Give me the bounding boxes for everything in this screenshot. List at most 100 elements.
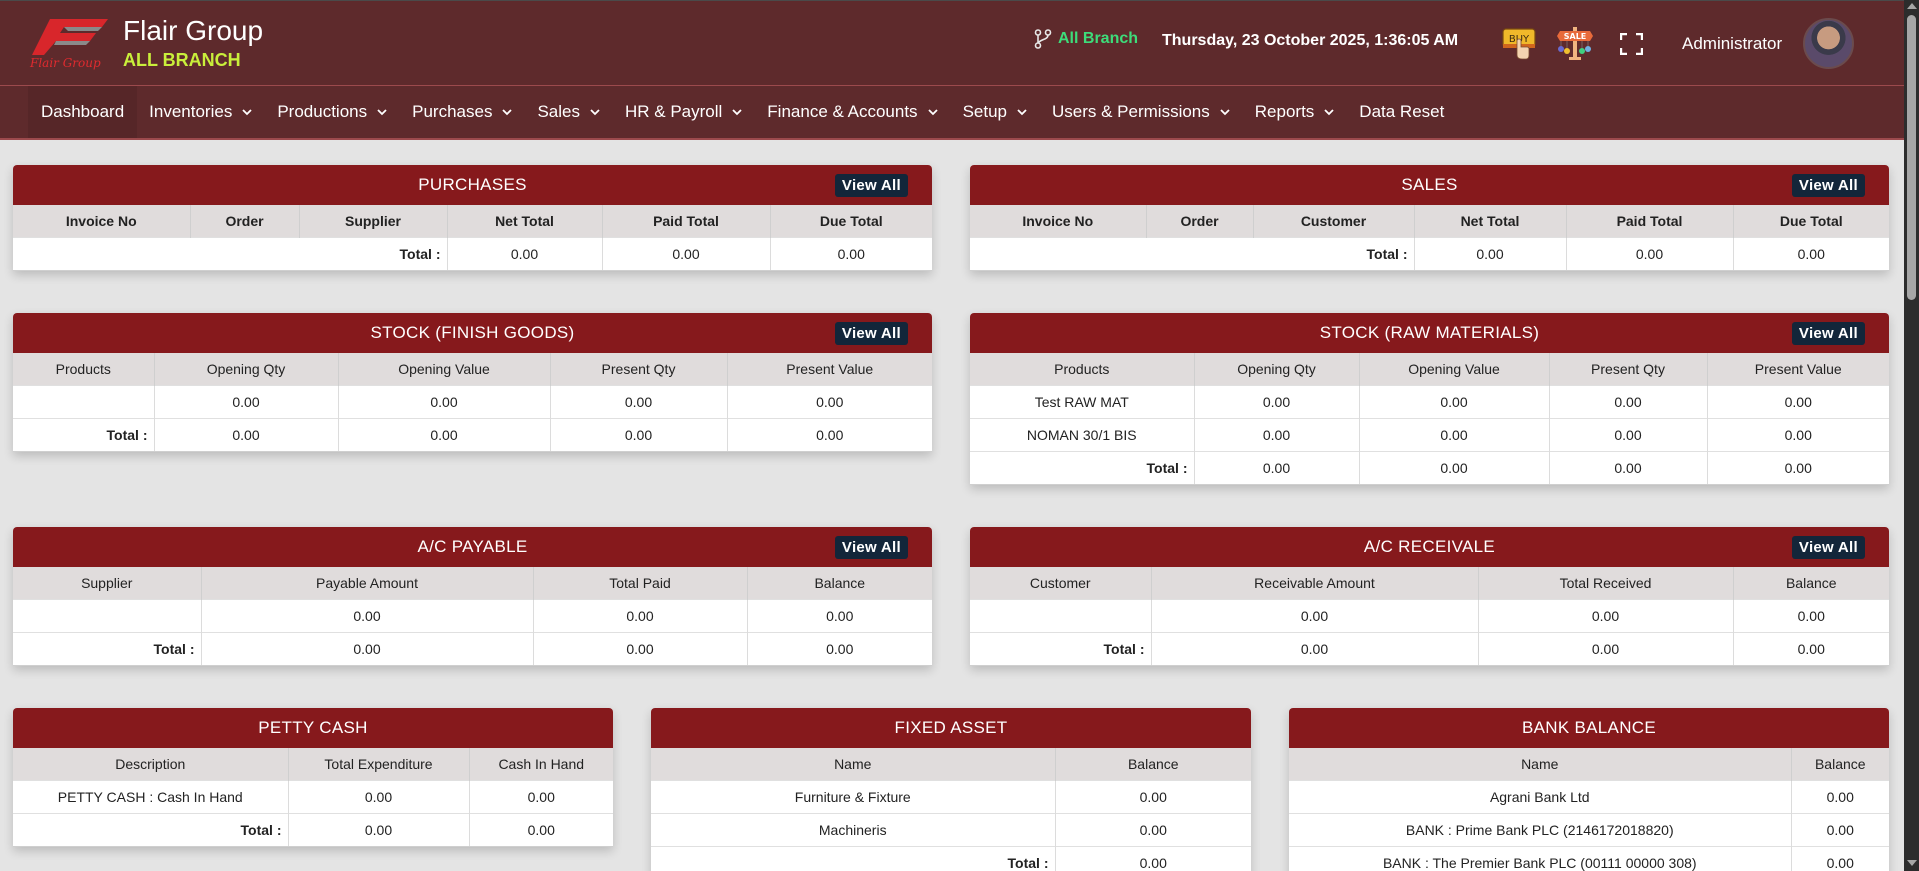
sale-icon[interactable]: SALE bbox=[1555, 25, 1595, 61]
column-header[interactable]: Total Received bbox=[1478, 567, 1734, 599]
fullscreen-icon[interactable] bbox=[1620, 33, 1643, 55]
svg-text:Flair Group: Flair Group bbox=[29, 56, 101, 70]
branch-selector[interactable]: All Branch bbox=[1034, 29, 1138, 49]
opening-value-cell: 0.00 bbox=[1359, 417, 1550, 451]
view-all-button[interactable]: View All bbox=[834, 536, 908, 559]
product-cell: NOMAN 30/1 BIS bbox=[970, 417, 1195, 451]
total-value: 0.00 bbox=[288, 812, 470, 846]
column-header[interactable]: Present Value bbox=[1707, 353, 1889, 385]
nav-hr-payroll[interactable]: HR & Payroll bbox=[613, 86, 755, 138]
balance-cell: 0.00 bbox=[1791, 779, 1889, 813]
column-header[interactable]: Due Total bbox=[1733, 205, 1889, 237]
view-all-button[interactable]: View All bbox=[834, 322, 908, 345]
nav-inventories[interactable]: Inventories bbox=[137, 86, 265, 138]
nav-purchases[interactable]: Purchases bbox=[400, 86, 525, 138]
column-header[interactable]: Opening Value bbox=[338, 353, 551, 385]
nav-productions[interactable]: Productions bbox=[265, 86, 400, 138]
user-avatar[interactable] bbox=[1803, 18, 1854, 69]
column-header[interactable]: Opening Qty bbox=[1194, 353, 1360, 385]
column-header[interactable]: Invoice No bbox=[970, 205, 1147, 237]
total-row: Total : 0.00 0.00 0.00 0.00 bbox=[970, 450, 1889, 484]
column-header[interactable]: Present Value bbox=[727, 353, 932, 385]
column-header[interactable]: Paid Total bbox=[602, 205, 771, 237]
column-header[interactable]: Due Total bbox=[770, 205, 932, 237]
scrollbar-thumb[interactable] bbox=[1907, 15, 1916, 300]
table-row: Furniture & Fixture 0.00 bbox=[651, 779, 1251, 813]
nav-reports[interactable]: Reports bbox=[1243, 86, 1348, 138]
user-name[interactable]: Administrator bbox=[1682, 34, 1783, 53]
column-header[interactable]: Customer bbox=[1253, 205, 1415, 237]
column-header[interactable]: Invoice No bbox=[13, 205, 191, 237]
total-received-cell: 0.00 bbox=[1478, 598, 1734, 632]
total-row: Total : 0.00 bbox=[651, 845, 1251, 871]
column-header[interactable]: Present Qty bbox=[550, 353, 728, 385]
column-header[interactable]: Total Expenditure bbox=[288, 748, 470, 780]
card-header: SALES View All bbox=[970, 165, 1889, 205]
column-header[interactable]: Opening Value bbox=[1359, 353, 1550, 385]
column-header[interactable]: Products bbox=[970, 353, 1195, 385]
page-scrollbar[interactable] bbox=[1904, 0, 1919, 871]
paid-total-value: 0.00 bbox=[602, 236, 771, 270]
nav-setup[interactable]: Setup bbox=[951, 86, 1040, 138]
column-header[interactable]: Order bbox=[190, 205, 300, 237]
total-label: Total : bbox=[13, 417, 155, 451]
total-label: Total : bbox=[13, 812, 289, 846]
chevron-down-icon bbox=[1220, 109, 1230, 116]
view-all-button[interactable]: View All bbox=[834, 174, 908, 197]
nav-dashboard[interactable]: Dashboard bbox=[28, 86, 138, 138]
column-header[interactable]: Name bbox=[1289, 748, 1792, 780]
card-title: FIXED ASSET bbox=[894, 718, 1008, 737]
buy-icon[interactable]: BUY bbox=[1502, 27, 1538, 61]
nav-users-permissions[interactable]: Users & Permissions bbox=[1040, 86, 1243, 138]
column-header[interactable]: Payable Amount bbox=[201, 567, 534, 599]
top-header: Flair Group Flair Group ALL BRANCH All B… bbox=[0, 0, 1904, 86]
opening-qty-cell: 0.00 bbox=[1194, 384, 1360, 418]
chevron-down-icon bbox=[732, 109, 742, 116]
column-header[interactable]: Supplier bbox=[299, 205, 448, 237]
column-header[interactable]: Balance bbox=[747, 567, 932, 599]
total-row: Total : 0.00 0.00 0.00 bbox=[13, 631, 932, 665]
present-qty-cell: 0.00 bbox=[1549, 417, 1708, 451]
view-all-button[interactable]: View All bbox=[1791, 174, 1865, 197]
table-row: Machineris 0.00 bbox=[651, 812, 1251, 846]
flair-group-logo[interactable]: Flair Group bbox=[28, 15, 110, 71]
total-value: 0.00 bbox=[533, 631, 748, 665]
total-value: 0.00 bbox=[1151, 631, 1479, 665]
column-header[interactable]: Description bbox=[13, 748, 289, 780]
bank-balance-card: BANK BALANCE Name Balance Agrani Bank Lt… bbox=[1289, 708, 1889, 871]
column-header[interactable]: Total Paid bbox=[533, 567, 748, 599]
table-row: 0.00 0.00 0.00 bbox=[970, 598, 1889, 632]
view-all-button[interactable]: View All bbox=[1791, 536, 1865, 559]
column-header[interactable]: Present Qty bbox=[1549, 353, 1708, 385]
view-all-button[interactable]: View All bbox=[1791, 322, 1865, 345]
column-header[interactable]: Customer bbox=[970, 567, 1152, 599]
current-datetime: Thursday, 23 October 2025, 1:36:05 AM bbox=[1162, 32, 1459, 49]
table-row: 0.00 0.00 0.00 0.00 bbox=[13, 384, 932, 418]
receivable-amount-cell: 0.00 bbox=[1151, 598, 1479, 632]
opening-value-cell: 0.00 bbox=[338, 384, 551, 418]
column-header[interactable]: Net Total bbox=[447, 205, 603, 237]
column-header[interactable]: Net Total bbox=[1414, 205, 1567, 237]
column-header[interactable]: Supplier bbox=[13, 567, 202, 599]
column-header[interactable]: Receivable Amount bbox=[1151, 567, 1479, 599]
column-header[interactable]: Balance bbox=[1791, 748, 1889, 780]
nav-finance-accounts[interactable]: Finance & Accounts bbox=[755, 86, 950, 138]
column-header[interactable]: Opening Qty bbox=[154, 353, 339, 385]
column-header[interactable]: Products bbox=[13, 353, 155, 385]
chevron-down-icon bbox=[1017, 109, 1027, 116]
total-label: Total : bbox=[651, 845, 1056, 871]
column-header[interactable]: Balance bbox=[1055, 748, 1251, 780]
scroll-up-arrow-icon[interactable] bbox=[1907, 3, 1917, 9]
column-header[interactable]: Order bbox=[1146, 205, 1254, 237]
nav-data-reset[interactable]: Data Reset bbox=[1359, 102, 1445, 121]
card-header: FIXED ASSET bbox=[651, 708, 1251, 748]
column-header[interactable]: Paid Total bbox=[1566, 205, 1734, 237]
column-header[interactable]: Name bbox=[651, 748, 1056, 780]
opening-qty-cell: 0.00 bbox=[1194, 417, 1360, 451]
scroll-down-arrow-icon[interactable] bbox=[1907, 860, 1917, 866]
bank-name-cell: BANK : Prime Bank PLC (2146172018820) bbox=[1289, 812, 1792, 846]
nav-sales[interactable]: Sales bbox=[525, 86, 613, 138]
column-header[interactable]: Cash In Hand bbox=[469, 748, 613, 780]
total-row: Total : 0.00 0.00 bbox=[13, 812, 613, 846]
column-header[interactable]: Balance bbox=[1733, 567, 1889, 599]
